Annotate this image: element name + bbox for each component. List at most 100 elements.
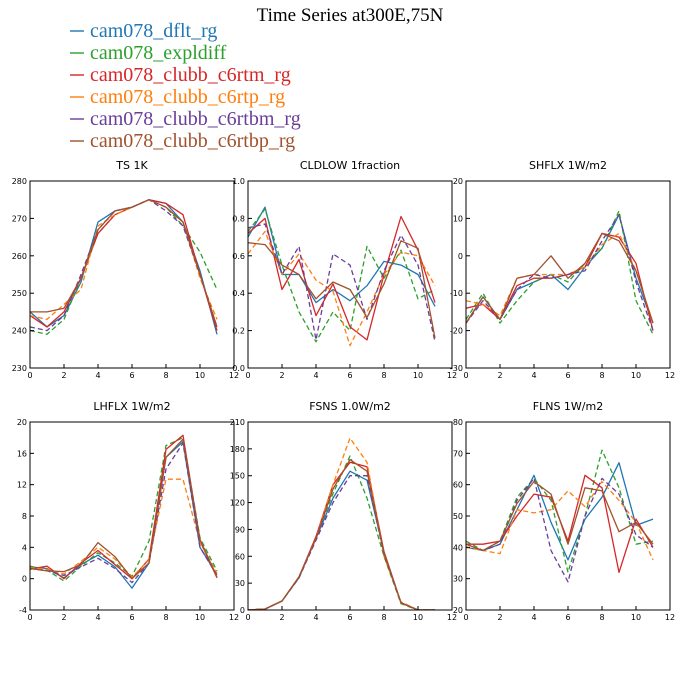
y-tick-label: 180	[230, 445, 245, 454]
x-tick-label: 0	[27, 371, 32, 380]
y-tick-label: 12	[17, 481, 27, 490]
x-tick-label: 0	[245, 613, 250, 622]
x-tick-label: 4	[313, 613, 318, 622]
x-tick-label: 8	[163, 371, 168, 380]
x-tick-label: 8	[599, 371, 604, 380]
y-tick-label: 250	[12, 289, 27, 298]
legend-entry: cam078_clubb_c6rtp_rg	[90, 86, 285, 108]
x-tick-label: 12	[665, 371, 675, 380]
chart-panel: TS 1K 0 2 4 6 8 10 12 230 240 250 260 270 280	[12, 159, 239, 380]
x-tick-label: 12	[447, 613, 457, 622]
series-line	[30, 199, 218, 331]
series-line	[30, 438, 218, 580]
y-tick-label: 150	[230, 472, 245, 481]
legend-entry: cam078_expldiff	[90, 42, 227, 64]
series-line	[248, 206, 436, 307]
panel-title: FSNS 1.0W/m2	[309, 400, 391, 413]
x-tick-label: 10	[195, 371, 205, 380]
panel-title: FLNS 1W/m2	[533, 400, 603, 413]
x-tick-label: 6	[129, 371, 134, 380]
x-tick-label: 6	[347, 613, 352, 622]
y-tick-label: 20	[453, 606, 463, 615]
x-tick-label: 0	[245, 371, 250, 380]
y-tick-label: 0.4	[232, 289, 245, 298]
y-tick-label: 8	[22, 512, 27, 521]
panel-title: CLDLOW 1fraction	[300, 159, 400, 172]
y-tick-label: 230	[12, 364, 27, 373]
x-tick-label: 2	[61, 613, 66, 622]
legend-entry: cam078_clubb_c6rtbm_rg	[90, 108, 301, 130]
x-tick-label: 6	[347, 371, 352, 380]
y-tick-label: 0.8	[232, 214, 245, 223]
x-tick-label: 2	[61, 371, 66, 380]
y-tick-label: 0.6	[232, 252, 245, 261]
series-line	[466, 232, 654, 324]
x-tick-label: 4	[531, 371, 536, 380]
x-tick-label: 8	[599, 613, 604, 622]
legend-entry: cam078_dflt_rg	[90, 20, 217, 42]
legend-entry: cam078_clubb_c6rtbp_rg	[90, 130, 295, 152]
y-tick-label: 70	[453, 449, 463, 458]
series-line	[248, 240, 436, 339]
legend-entry: cam078_clubb_c6rtm_rg	[90, 64, 291, 86]
y-tick-label: 1.0	[232, 177, 245, 186]
y-tick-label: 260	[12, 252, 27, 261]
panel-title: LHFLX 1W/m2	[93, 400, 170, 413]
x-tick-label: 6	[565, 613, 570, 622]
series-line	[248, 208, 436, 343]
y-tick-label: 30	[453, 575, 463, 584]
series-line	[466, 480, 654, 561]
series-line	[466, 232, 654, 324]
series-line	[248, 215, 436, 341]
figure-title: Time Series at300E,75N	[257, 5, 444, 26]
y-tick-label: 16	[17, 449, 27, 458]
x-tick-label: 0	[463, 613, 468, 622]
series-line	[466, 477, 654, 583]
y-tick-label: 280	[12, 177, 27, 186]
panel-title: TS 1K	[115, 159, 148, 172]
x-tick-label: 12	[229, 613, 239, 622]
y-tick-label: 240	[12, 327, 27, 336]
x-tick-label: 10	[631, 613, 641, 622]
series-line	[30, 199, 218, 321]
x-tick-label: 2	[497, 613, 502, 622]
x-tick-label: 8	[381, 613, 386, 622]
y-tick-label: 60	[235, 552, 245, 561]
x-tick-label: 2	[497, 371, 502, 380]
y-tick-label: 40	[453, 543, 463, 552]
x-tick-label: 8	[163, 613, 168, 622]
x-tick-label: 4	[95, 371, 100, 380]
x-tick-label: 0	[463, 371, 468, 380]
y-tick-label: 30	[235, 579, 245, 588]
y-tick-label: 120	[230, 499, 245, 508]
x-tick-label: 10	[631, 371, 641, 380]
x-tick-label: 10	[413, 613, 423, 622]
x-tick-label: 12	[229, 371, 239, 380]
y-tick-label: 210	[230, 418, 245, 427]
y-tick-label: 80	[453, 418, 463, 427]
y-tick-label: 0	[458, 252, 463, 261]
panel-title: SHFLX 1W/m2	[529, 159, 607, 172]
series-line	[248, 223, 436, 342]
series-line	[30, 478, 218, 578]
x-tick-label: 8	[381, 371, 386, 380]
series-line	[466, 210, 654, 335]
y-tick-label: -30	[450, 364, 463, 373]
series-line	[30, 199, 218, 332]
x-tick-label: 6	[565, 371, 570, 380]
x-tick-label: 2	[279, 371, 284, 380]
chart-panel: FLNS 1W/m2 0 2 4 6 8 10 12 20 30 40 50 60 70 80	[453, 400, 675, 622]
series-line	[466, 480, 654, 552]
y-tick-label: 50	[453, 512, 463, 521]
y-tick-label: 90	[235, 525, 245, 534]
x-tick-label: 4	[95, 613, 100, 622]
x-tick-label: 4	[313, 371, 318, 380]
y-tick-label: 270	[12, 214, 27, 223]
x-tick-label: 0	[27, 613, 32, 622]
